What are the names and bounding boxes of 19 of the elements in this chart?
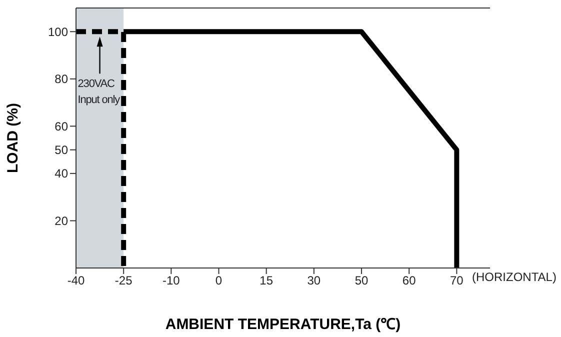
x-tick-label: 15 [260, 274, 274, 288]
x-tick-label: 30 [307, 274, 321, 288]
x-tick-label: 70 [450, 274, 464, 288]
band-label: 230VAC Input only [78, 76, 121, 108]
x-tick-label: -40 [67, 274, 85, 288]
y-tick-label: 50 [54, 143, 68, 158]
x-tick-label: -25 [114, 274, 133, 288]
y-tick-label: 100 [48, 24, 68, 39]
x-tick-label: 60 [402, 274, 416, 288]
x-tick-label: -10 [162, 274, 180, 288]
y-axis-title: LOAD (%) [4, 103, 22, 173]
x-tick-label: 50 [354, 274, 369, 288]
y-tick-label: 20 [54, 214, 68, 228]
text: (HORIZONTAL) [472, 270, 558, 284]
y-tick-label: 40 [54, 166, 68, 181]
y-tick-label: 60 [54, 119, 68, 134]
x-tick-label: 0 [215, 274, 222, 288]
x-axis-title: AMBIENT TEMPERATURE,Ta (℃) [165, 316, 401, 333]
y-tick-label: 80 [54, 72, 68, 86]
